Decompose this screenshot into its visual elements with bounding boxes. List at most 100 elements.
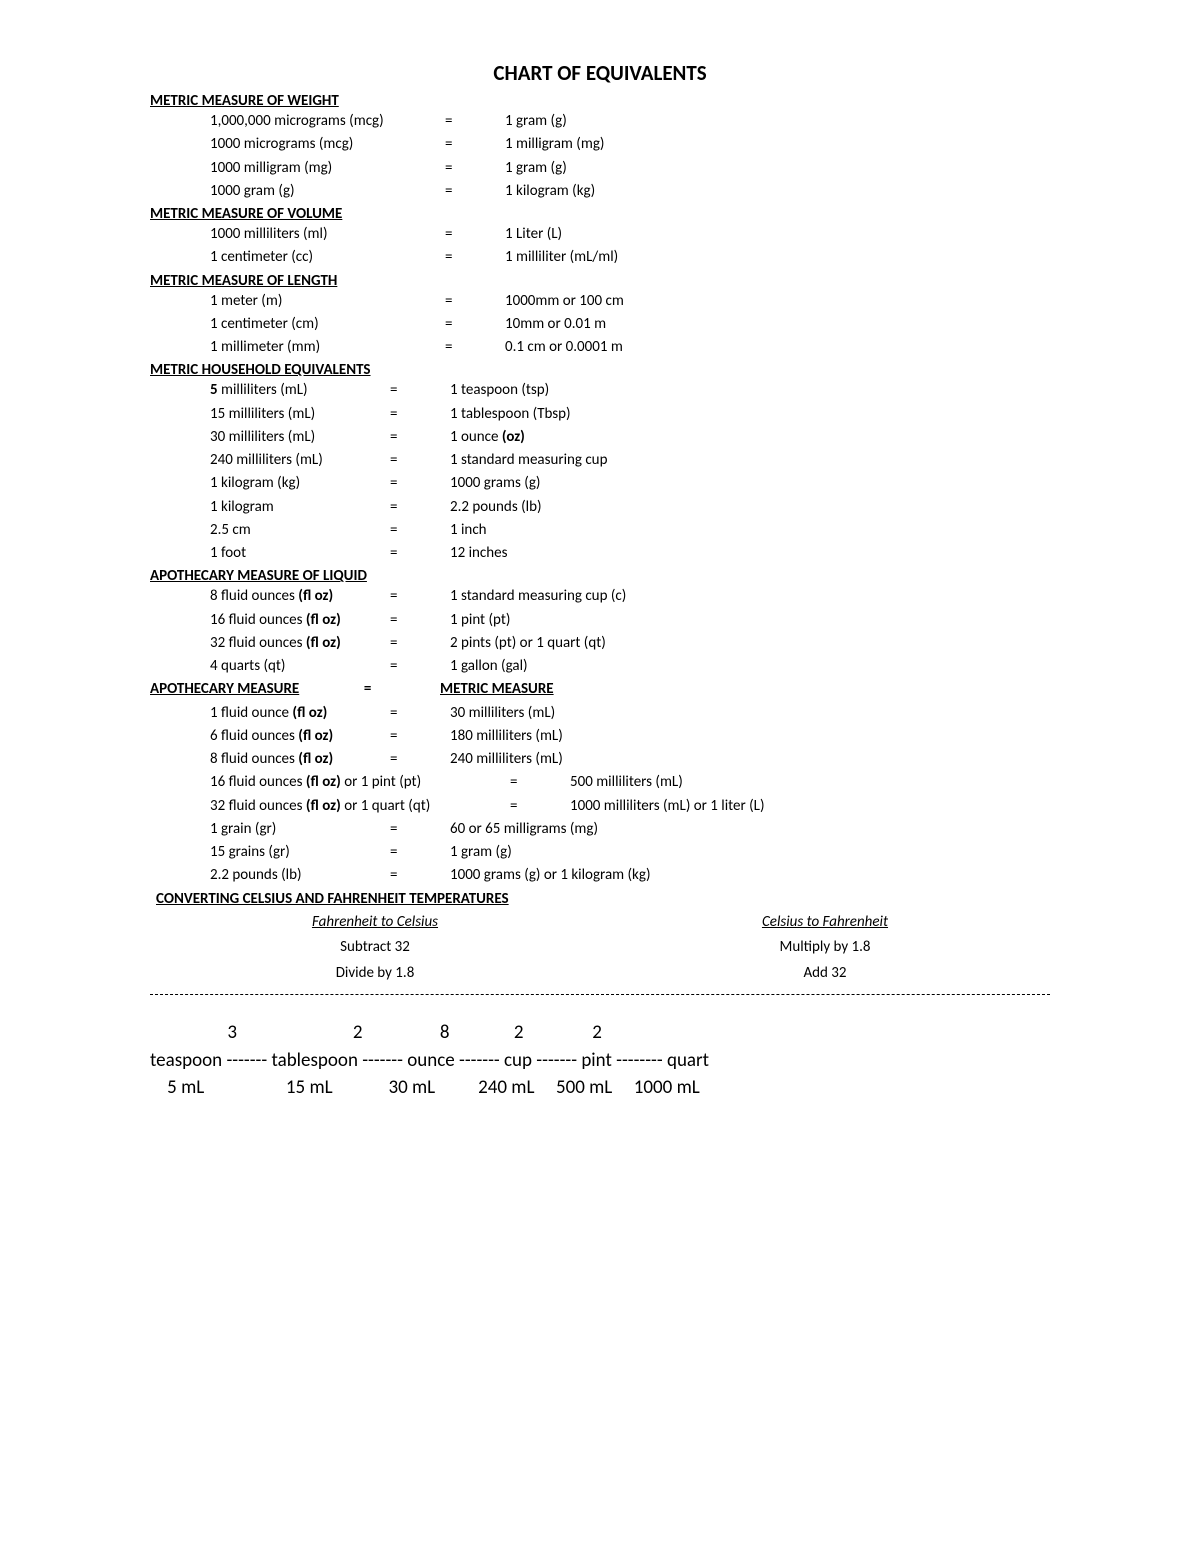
ladder-bot: 5 mL 15 mL 30 mL 240 mL 500 mL 1000 mL (150, 1074, 1050, 1102)
cell: 1 milligram (mg) (505, 133, 1050, 156)
heading-length: METRIC MEASURE OF LENGTH (150, 272, 1050, 290)
cell: 1 ounce (oz) (450, 426, 1050, 449)
table-row: 1 centimeter (cm)=10mm or 0.01 m (150, 313, 1050, 336)
cell: 1 tablespoon (Tbsp) (450, 403, 1050, 426)
equals: = (445, 223, 505, 246)
table-row: 15 grains (gr)=1 gram (g) (150, 841, 1050, 864)
cell: 1 gram (g) (450, 841, 1050, 864)
label: Divide by 1.8 (150, 961, 600, 987)
cell: 30 milliliters (mL) (450, 702, 1050, 725)
heading-temp: CONVERTING CELSIUS AND FAHRENHEIT TEMPER… (156, 890, 1050, 908)
cell: 500 milliliters (mL) (570, 771, 1050, 794)
equals: = (390, 702, 450, 725)
label: Add 32 (600, 961, 1050, 987)
heading-apoth-liquid: APOTHECARY MEASURE OF LIQUID (150, 567, 1050, 585)
label: Fahrenheit to Celsius (150, 910, 600, 936)
table-row: 1000 micrograms (mcg)=1 milligram (mg) (150, 133, 1050, 156)
equals: = (390, 818, 450, 841)
equals: = (510, 795, 570, 818)
table-row: 240 milliliters (mL)=1 standard measurin… (150, 449, 1050, 472)
cell: 1 milliliter (mL/ml) (505, 246, 1050, 269)
cell: 1 standard measuring cup (c) (450, 585, 1050, 608)
conversion-ladder: 3 2 8 2 2 teaspoon ------- tablespoon --… (150, 1019, 1050, 1102)
cell: 1000 grams (g) or 1 kilogram (kg) (450, 864, 1050, 887)
section-volume: 1000 milliliters (ml)=1 Liter (L) 1 cent… (150, 223, 1050, 270)
label: Celsius to Fahrenheit (600, 910, 1050, 936)
cell: 8 fluid ounces (fl oz) (210, 748, 390, 771)
temp-fahrenheit-col: Fahrenheit to Celsius Subtract 32 Divide… (150, 910, 600, 987)
equals: = (390, 496, 450, 519)
table-row: 1 centimeter (cc)=1 milliliter (mL/ml) (150, 246, 1050, 269)
cell: 1 gallon (gal) (450, 655, 1050, 678)
equals: = (445, 157, 505, 180)
cell: 2.2 pounds (lb) (450, 496, 1050, 519)
page: CHART OF EQUIVALENTS METRIC MEASURE OF W… (150, 60, 1050, 1102)
cell: 1,000,000 micrograms (mcg) (210, 110, 445, 133)
equals: = (390, 379, 450, 402)
cell: 1 pint (pt) (450, 609, 1050, 632)
cell: 1 Liter (L) (505, 223, 1050, 246)
equals: = (390, 609, 450, 632)
cell: 1 centimeter (cc) (210, 246, 445, 269)
table-row: 1 millimeter (mm)=0.1 cm or 0.0001 m (150, 336, 1050, 359)
table-row: 1000 milliliters (ml)=1 Liter (L) (150, 223, 1050, 246)
equals: = (445, 110, 505, 133)
page-title: CHART OF EQUIVALENTS (150, 60, 1050, 86)
table-row: 1000 gram (g)=1 kilogram (kg) (150, 180, 1050, 203)
equals: = (445, 290, 505, 313)
label: Subtract 32 (150, 935, 600, 961)
equals: = (390, 655, 450, 678)
heading-household: METRIC HOUSEHOLD EQUIVALENTS (150, 361, 1050, 379)
cell: 1 centimeter (cm) (210, 313, 445, 336)
equals: = (390, 403, 450, 426)
cell: 15 milliliters (mL) (210, 403, 390, 426)
table-row: 1 grain (gr)=60 or 65 milligrams (mg) (150, 818, 1050, 841)
cell: 32 fluid ounces (fl oz) (210, 632, 390, 655)
heading-weight: METRIC MEASURE OF WEIGHT (150, 92, 1050, 110)
cell: 1 millimeter (mm) (210, 336, 445, 359)
label: Multiply by 1.8 (600, 935, 1050, 961)
cell: 12 inches (450, 542, 1050, 565)
cell: 1 kilogram (kg) (505, 180, 1050, 203)
heading-apoth-metric: APOTHECARY MEASURE = METRIC MEASURE (150, 678, 1050, 701)
cell: 1 inch (450, 519, 1050, 542)
equals: = (390, 519, 450, 542)
section-length: 1 meter (m)=1000mm or 100 cm 1 centimete… (150, 290, 1050, 360)
cell: 8 fluid ounces (fl oz) (210, 585, 390, 608)
cell: 10mm or 0.01 m (505, 313, 1050, 336)
cell: 1 meter (m) (210, 290, 445, 313)
cell: 60 or 65 milligrams (mg) (450, 818, 1050, 841)
section-household: 5 milliliters (mL)=1 teaspoon (tsp) 15 m… (150, 379, 1050, 565)
equals: = (390, 585, 450, 608)
section-apoth-liquid: 8 fluid ounces (fl oz)=1 standard measur… (150, 585, 1050, 678)
label: METRIC MEASURE (440, 678, 554, 701)
equals: = (330, 678, 440, 701)
cell: 1000 milliliters (ml) (210, 223, 445, 246)
cell: 1 gram (g) (505, 110, 1050, 133)
label: APOTHECARY MEASURE (150, 678, 330, 701)
equals: = (390, 542, 450, 565)
equals: = (445, 246, 505, 269)
table-row: 30 milliliters (mL)=1 ounce (oz) (150, 426, 1050, 449)
cell: 180 milliliters (mL) (450, 725, 1050, 748)
table-row: 1000 milligram (mg)=1 gram (g) (150, 157, 1050, 180)
cell: 1 foot (210, 542, 390, 565)
cell: 1000 micrograms (mcg) (210, 133, 445, 156)
cell: 1 grain (gr) (210, 818, 390, 841)
table-row: 8 fluid ounces (fl oz)=1 standard measur… (150, 585, 1050, 608)
table-row: 5 milliliters (mL)=1 teaspoon (tsp) (150, 379, 1050, 402)
cell: 16 fluid ounces (fl oz) or 1 pint (pt) (210, 771, 510, 794)
table-row: 2.5 cm=1 inch (150, 519, 1050, 542)
temp-celsius-col: Celsius to Fahrenheit Multiply by 1.8 Ad… (600, 910, 1050, 987)
cell: 32 fluid ounces (fl oz) or 1 quart (qt) (210, 795, 510, 818)
cell: 1 fluid ounce (fl oz) (210, 702, 390, 725)
equals: = (390, 864, 450, 887)
section-weight: 1,000,000 micrograms (mcg)=1 gram (g) 10… (150, 110, 1050, 203)
heading-volume: METRIC MEASURE OF VOLUME (150, 205, 1050, 223)
table-row: 1 foot=12 inches (150, 542, 1050, 565)
cell: 15 grains (gr) (210, 841, 390, 864)
equals: = (390, 841, 450, 864)
cell: 0.1 cm or 0.0001 m (505, 336, 1050, 359)
equals: = (445, 180, 505, 203)
cell: 1 standard measuring cup (450, 449, 1050, 472)
